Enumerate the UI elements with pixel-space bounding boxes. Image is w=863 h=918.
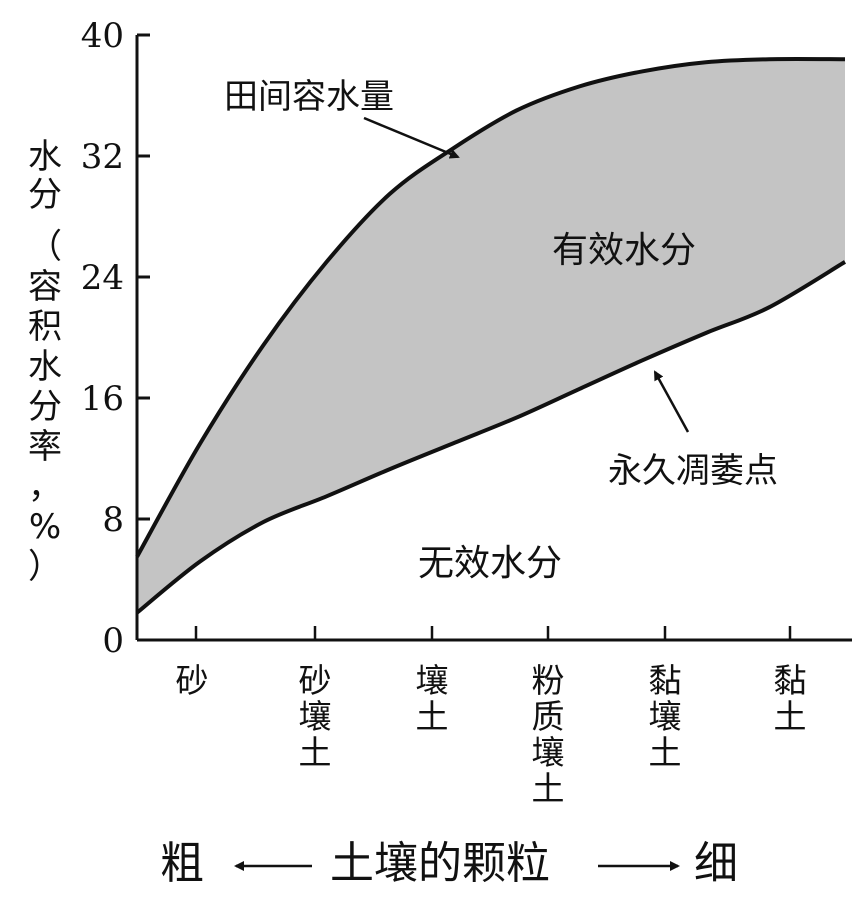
field-capacity-label: 田间容水量 (224, 77, 394, 117)
x-category-label: 壤土 (416, 661, 449, 736)
x-category-label: 粉质壤土 (532, 661, 565, 808)
wilting-point-label: 永久凋萎点 (608, 451, 778, 491)
wilting-point-line (135, 260, 847, 615)
y-tick-label: 16 (81, 379, 124, 419)
wilting-point-arrow (653, 370, 690, 433)
x-category-label: 黏壤土 (649, 661, 682, 772)
y-tick-label: 8 (102, 500, 124, 540)
y-tick-label: 32 (81, 137, 124, 177)
y-tick-label: 24 (81, 258, 124, 298)
x-category-label: 黏土 (774, 661, 807, 736)
y-axis-sublabel: （容积水分率，%） (28, 227, 62, 587)
x-category-label: 砂 (176, 661, 209, 700)
y-axis-label: 水分 (28, 137, 62, 215)
particle-size-label: 土壤的颗粒 (330, 838, 550, 889)
available-water-area (137, 58, 845, 613)
y-tick-label: 40 (81, 16, 124, 56)
coarse-label: 粗 (160, 838, 204, 889)
x-category-label: 砂壤土 (299, 661, 332, 772)
fine-label: 细 (694, 838, 738, 889)
field-capacity-arrow (363, 116, 460, 159)
available-water-label: 有效水分 (552, 230, 696, 271)
unavailable-water-label: 无效水分 (418, 543, 562, 584)
y-tick-label: 0 (102, 621, 124, 661)
x-ticks (194, 626, 792, 640)
y-ticks: 0 8 16 24 32 40 (81, 16, 150, 661)
field-capacity-line (135, 56, 846, 558)
x-category-labels: 砂 砂壤土 壤土 粉质壤土 黏壤土 黏土 (176, 661, 807, 808)
